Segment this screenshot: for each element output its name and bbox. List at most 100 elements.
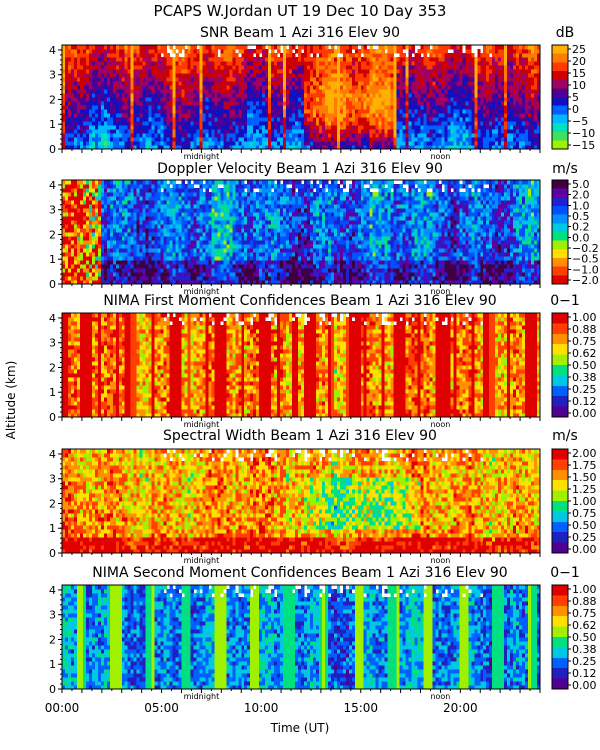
heatmap-cell <box>214 61 217 65</box>
heatmap-cell <box>122 109 125 113</box>
heatmap-cell <box>179 133 182 137</box>
heatmap-cell <box>80 125 83 129</box>
heatmap-cell <box>143 113 146 117</box>
heatmap-cell <box>187 77 190 81</box>
heatmap-cell <box>83 109 86 113</box>
heatmap-cell <box>164 65 167 69</box>
heatmap-cell <box>128 97 131 101</box>
x-axis-label: Time (UT) <box>270 721 330 735</box>
heatmap-cell <box>253 77 256 81</box>
heatmap-cell <box>214 45 217 49</box>
heatmap-cell <box>187 101 190 105</box>
heatmap-cell <box>184 49 187 53</box>
heatmap-cell <box>256 125 259 129</box>
heatmap-cell <box>182 61 185 65</box>
heatmap-cell <box>119 105 122 109</box>
heatmap-cell <box>217 65 220 69</box>
heatmap-cell <box>125 117 128 121</box>
heatmap-cell <box>62 101 65 105</box>
heatmap-cell <box>131 105 134 109</box>
heatmap-cell <box>101 133 104 137</box>
heatmap-cell <box>158 49 161 53</box>
heatmap-cell <box>184 61 187 65</box>
heatmap-cell <box>101 113 104 117</box>
heatmap-cell <box>152 141 155 145</box>
heatmap-cell <box>92 85 95 89</box>
heatmap-cell <box>211 65 214 69</box>
heatmap-cell <box>89 137 92 141</box>
heatmap-cell <box>89 93 92 97</box>
heatmap-cell <box>65 105 68 109</box>
heatmap-cell <box>131 121 134 125</box>
heatmap-cell <box>122 133 125 137</box>
heatmap-cell <box>98 105 101 109</box>
heatmap-cell <box>250 77 253 81</box>
heatmap-cell <box>238 77 241 81</box>
heatmap-cell <box>128 129 131 133</box>
heatmap-cell <box>134 61 137 65</box>
heatmap-cell <box>184 93 187 97</box>
heatmap-cell <box>217 141 220 145</box>
heatmap-cell <box>92 141 95 145</box>
heatmap-cell <box>208 81 211 85</box>
heatmap-cell <box>179 85 182 89</box>
heatmap-cell <box>256 57 259 61</box>
heatmap-cell <box>152 77 155 81</box>
heatmap-cell <box>158 141 161 145</box>
heatmap-cell <box>217 93 220 97</box>
heatmap-cell <box>80 53 83 57</box>
heatmap-cell <box>128 117 131 121</box>
heatmap-cell <box>110 129 113 133</box>
heatmap-cell <box>184 105 187 109</box>
heatmap-cell <box>131 109 134 113</box>
heatmap-cell <box>182 113 185 117</box>
heatmap-cell <box>140 105 143 109</box>
heatmap-cell <box>95 81 98 85</box>
heatmap-cell <box>107 113 110 117</box>
heatmap-cell <box>187 137 190 141</box>
heatmap-cell <box>89 105 92 109</box>
heatmap-cell <box>119 89 122 93</box>
heatmap-cell <box>244 121 247 125</box>
heatmap-cell <box>170 65 173 69</box>
heatmap-cell <box>137 65 140 69</box>
heatmap-cell <box>62 45 65 49</box>
heatmap-cell <box>211 93 214 97</box>
heatmap-cell <box>232 121 235 125</box>
heatmap-cell <box>208 53 211 57</box>
heatmap-cell <box>77 125 80 129</box>
heatmap-cell <box>89 65 92 69</box>
heatmap-cell <box>134 97 137 101</box>
heatmap-cell <box>134 133 137 137</box>
heatmap-cell <box>173 133 176 137</box>
heatmap-cell <box>179 49 182 53</box>
heatmap-cell <box>143 61 146 65</box>
heatmap-cell <box>110 49 113 53</box>
heatmap-cell <box>137 69 140 73</box>
heatmap-cell <box>68 133 71 137</box>
heatmap-cell <box>229 97 232 101</box>
heatmap-cell <box>176 61 179 65</box>
heatmap-cell <box>235 53 238 57</box>
heatmap-cell <box>143 105 146 109</box>
heatmap-cell <box>122 69 125 73</box>
heatmap-cell <box>104 109 107 113</box>
heatmap-cell <box>143 93 146 97</box>
heatmap-cell <box>137 105 140 109</box>
heatmap-cell <box>155 77 158 81</box>
heatmap-cell <box>95 93 98 97</box>
heatmap-cell <box>211 133 214 137</box>
heatmap-cell <box>89 101 92 105</box>
heatmap-cell <box>134 129 137 133</box>
heatmap-cell <box>149 141 152 145</box>
heatmap-cell <box>158 137 161 141</box>
heatmap-cell <box>131 113 134 117</box>
heatmap-cell <box>149 69 152 73</box>
heatmap-cell <box>208 141 211 145</box>
heatmap-cell <box>62 105 65 109</box>
heatmap-cell <box>182 141 185 145</box>
heatmap-cell <box>146 81 149 85</box>
heatmap-cell <box>107 133 110 137</box>
heatmap-cell <box>205 49 208 53</box>
heatmap-cell <box>101 57 104 61</box>
